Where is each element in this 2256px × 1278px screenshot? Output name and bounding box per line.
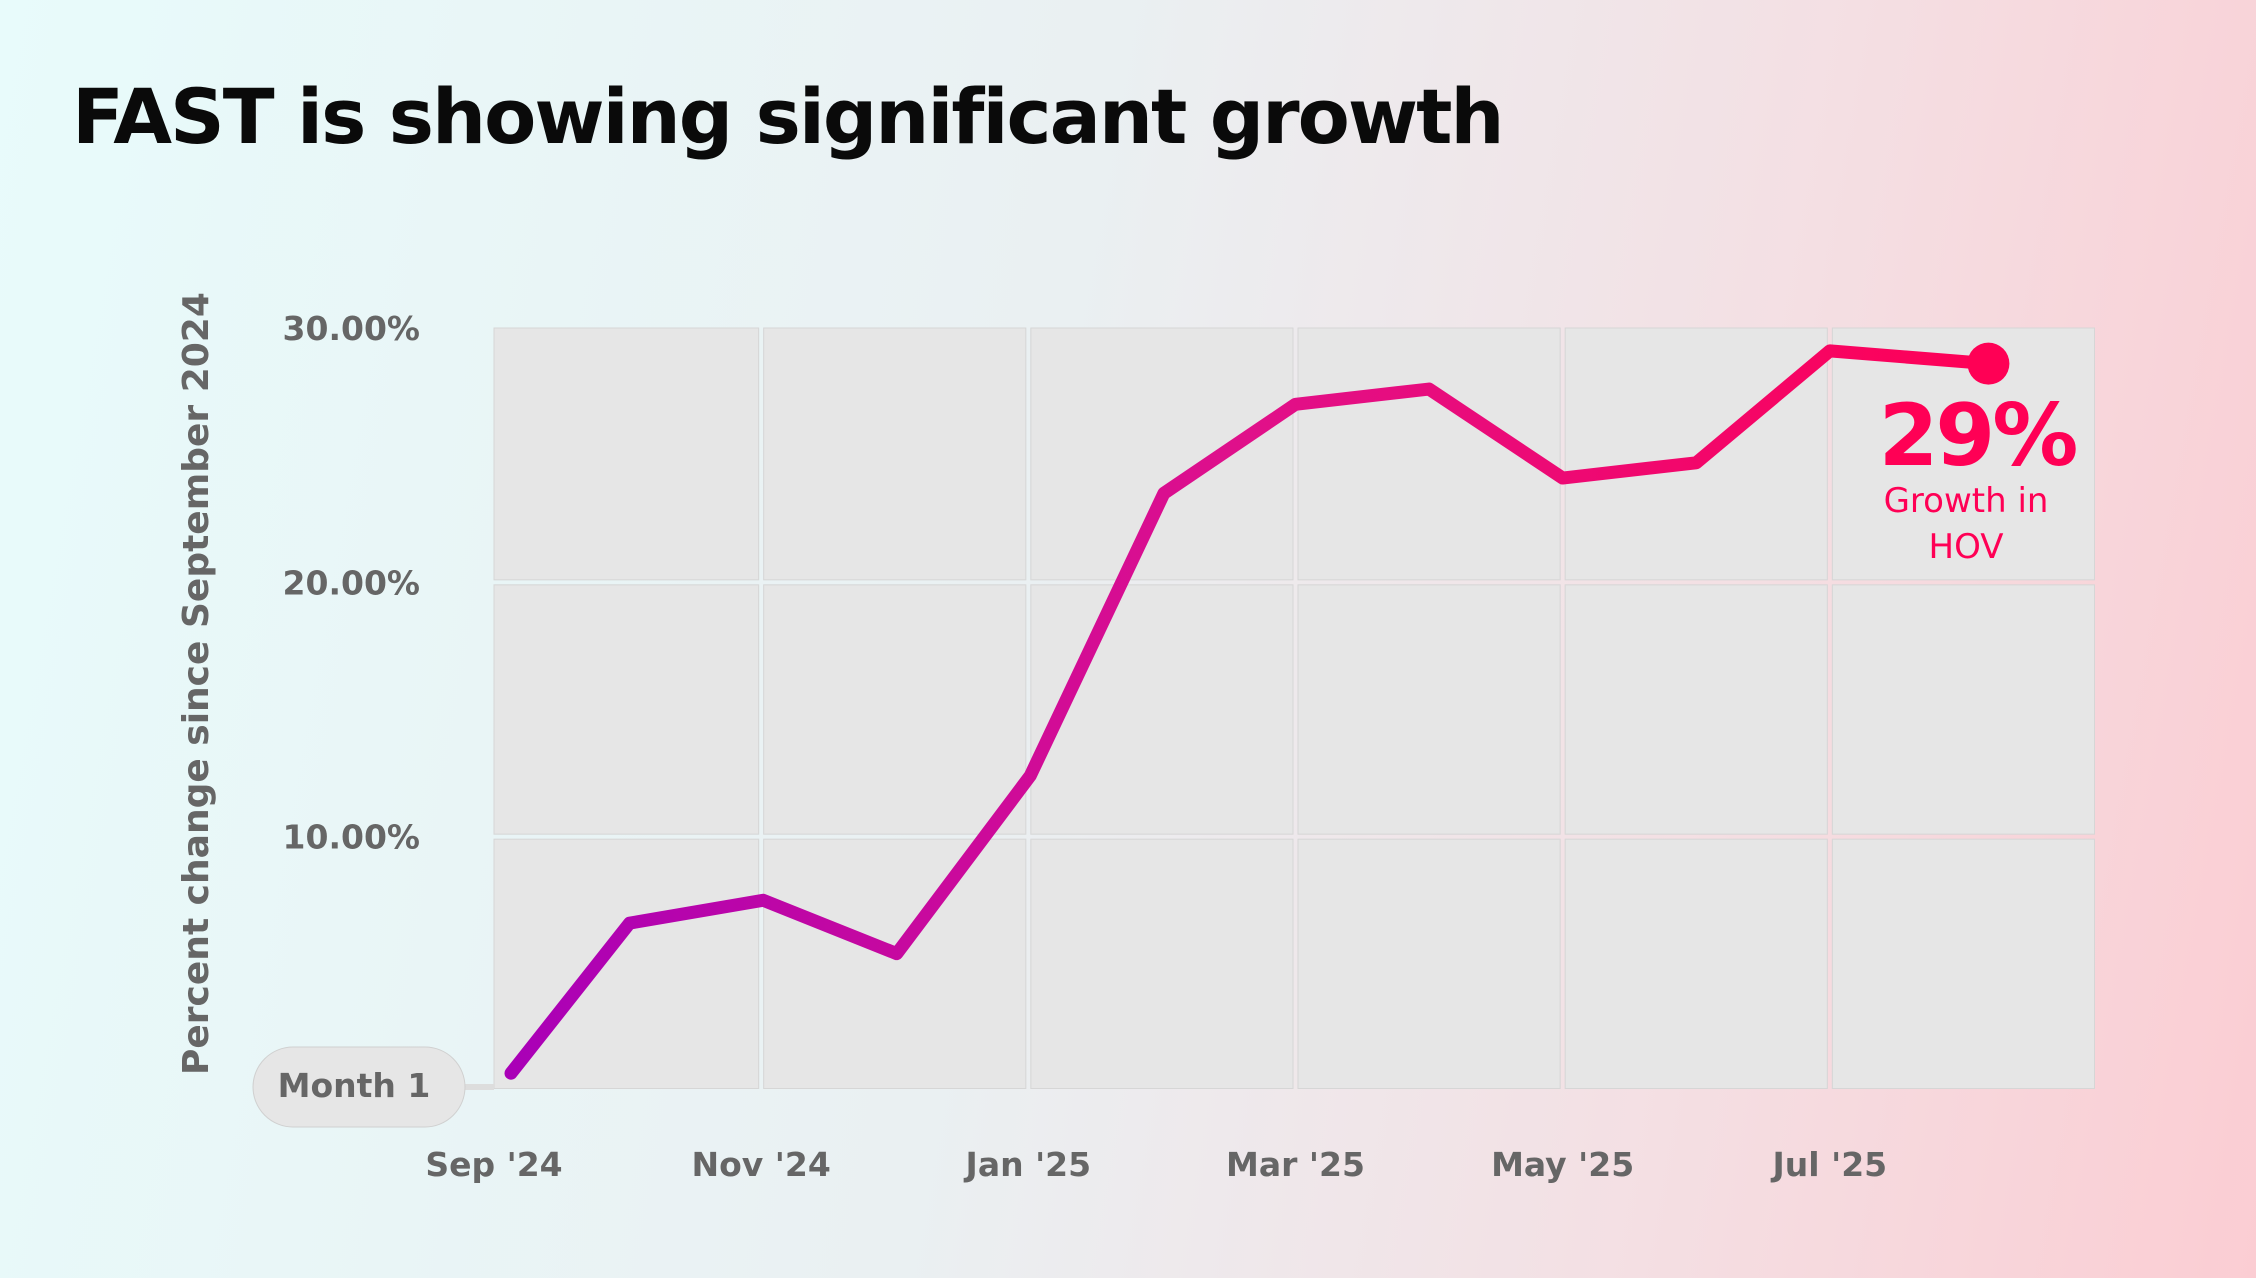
grid-cell (493, 584, 760, 835)
end-caption-line-1: Growth in (1884, 481, 2049, 521)
grid-cell (763, 838, 1027, 1090)
month-1-label: Month 1 (278, 1066, 431, 1105)
x-tick-label: May '25 (1491, 1145, 1634, 1184)
x-tick-label: Jan '25 (964, 1145, 1092, 1184)
grid-cell (1030, 584, 1294, 835)
end-caption-line-2: HOV (1929, 527, 2004, 567)
y-tick-label: 10.00% (283, 818, 420, 857)
grid-cell (1831, 838, 2096, 1090)
end-point-marker (1967, 342, 2010, 385)
grid-cell (1297, 838, 1561, 1090)
grid-cell (1030, 838, 1294, 1090)
grid-cell (1831, 584, 2096, 835)
grid-cell (1564, 838, 1828, 1090)
y-tick-label: 30.00% (283, 309, 420, 348)
grid-cell (1564, 327, 1828, 581)
y-tick-label: 20.00% (283, 563, 420, 602)
grid-cell (1564, 584, 1828, 835)
x-tick-label: Mar '25 (1226, 1145, 1365, 1184)
x-tick-label: Jul '25 (1771, 1145, 1888, 1184)
grid-cell (763, 327, 1027, 581)
series-line (504, 344, 1995, 1080)
grid-cell (1030, 327, 1294, 581)
start-label: Month 1 (252, 1046, 494, 1128)
x-tick-label: Nov '24 (692, 1145, 831, 1184)
grid-cell (493, 327, 760, 581)
grid-cell (763, 584, 1027, 835)
grid-cell (1297, 584, 1561, 835)
y-axis-label: Percent change since September 2024 (176, 292, 217, 1075)
end-value-label: 29% (1879, 386, 2077, 486)
x-tick-label: Sep '24 (425, 1145, 562, 1184)
grid-cell (1831, 327, 2096, 581)
page-title: FAST is showing significant growth (72, 72, 1505, 161)
